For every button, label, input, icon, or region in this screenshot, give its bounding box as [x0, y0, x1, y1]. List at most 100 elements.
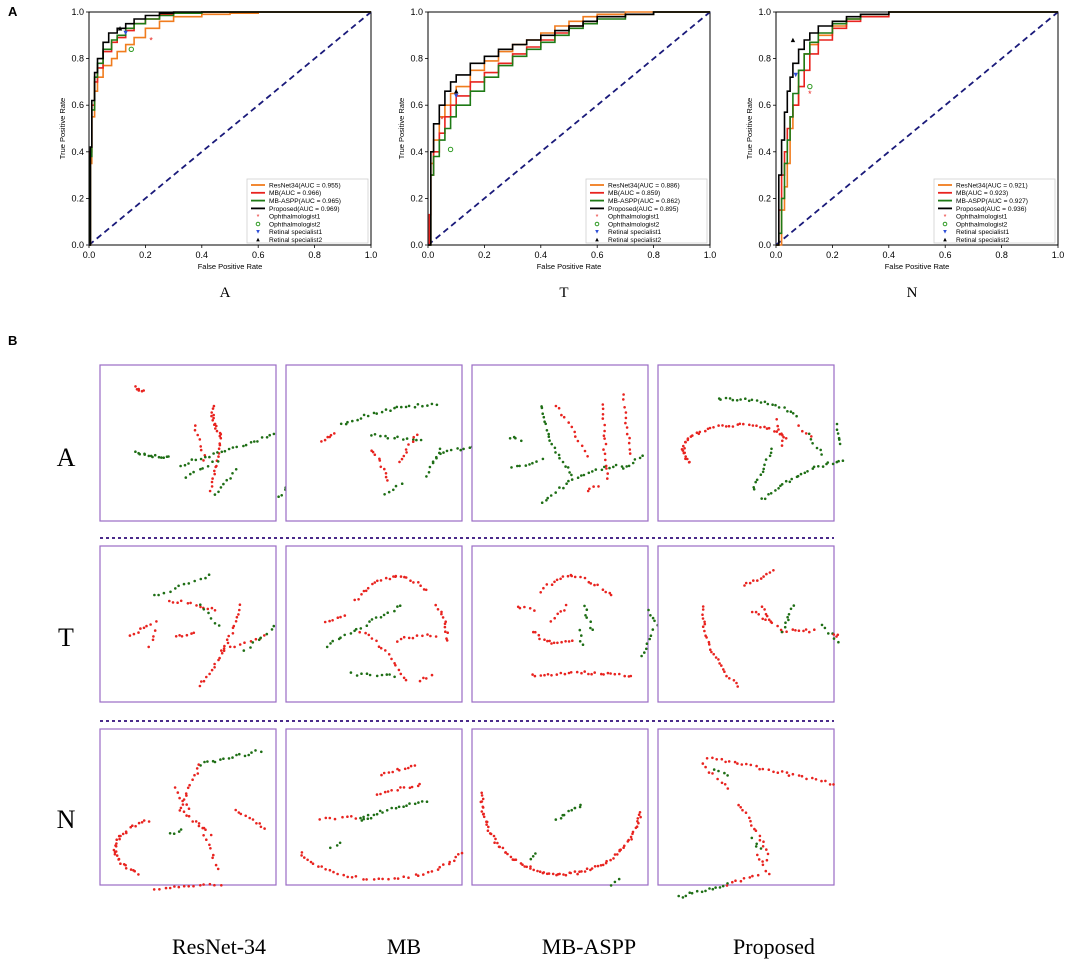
embedding-point	[838, 438, 841, 441]
embedding-point	[456, 447, 459, 450]
embedding-point	[215, 424, 218, 428]
legend-marker	[943, 237, 947, 242]
embedding-point	[769, 492, 773, 495]
embedding-point	[407, 766, 410, 770]
embedding-point	[300, 851, 304, 854]
embedding-point	[523, 605, 526, 609]
embedding-point	[604, 458, 607, 462]
embedding-point	[376, 579, 379, 583]
scatter-cell-n-resnet34	[99, 728, 277, 891]
embedding-point	[137, 631, 140, 634]
scatter-cell-a-proposed	[657, 364, 845, 522]
embedding-point	[625, 426, 629, 429]
embedding-point	[220, 884, 223, 887]
embedding-point	[563, 609, 566, 612]
embedding-point	[618, 672, 621, 676]
embedding-point	[726, 774, 729, 777]
embedding-point	[186, 602, 190, 605]
legend-marker	[595, 230, 599, 234]
embedding-point	[580, 870, 583, 873]
embedding-point	[496, 841, 499, 845]
cell-frame	[285, 728, 463, 886]
embedding-point	[394, 574, 398, 578]
embedding-point	[749, 819, 752, 823]
y-tick-label: 0.2	[410, 193, 423, 203]
embedding-point	[724, 425, 728, 428]
embedding-point	[580, 671, 583, 675]
legend-entry: MB-ASPP(AUC = 0.862)	[608, 198, 680, 205]
embedding-point	[785, 630, 788, 633]
embedding-point	[764, 612, 768, 616]
embedding-point	[379, 646, 383, 650]
embedding-point	[533, 609, 536, 612]
embedding-point	[708, 426, 712, 430]
embedding-point	[680, 448, 684, 451]
embedding-point	[811, 442, 814, 445]
embedding-point	[375, 639, 378, 643]
embedding-point	[228, 645, 232, 649]
embedding-point	[564, 640, 567, 643]
embedding-point	[770, 621, 774, 625]
embedding-point	[402, 438, 405, 441]
embedding-point	[435, 403, 439, 407]
cell-frame	[471, 545, 649, 703]
embedding-point	[578, 805, 582, 809]
embedding-point	[415, 634, 419, 637]
embedding-point	[787, 618, 790, 622]
embedding-point	[443, 622, 447, 626]
embedding-point	[405, 437, 409, 440]
cell-frame	[657, 728, 835, 886]
embedding-point	[357, 598, 360, 601]
embedding-point	[393, 406, 396, 410]
embedding-point	[178, 634, 181, 637]
embedding-point	[364, 631, 367, 635]
embedding-point	[219, 486, 223, 489]
embedding-point	[359, 627, 363, 630]
embedding-point	[343, 614, 347, 617]
embedding-point	[528, 607, 532, 610]
embedding-point	[168, 886, 172, 890]
embedding-point	[625, 465, 628, 468]
embedding-point	[213, 883, 216, 887]
embedding-point	[365, 878, 368, 881]
embedding-point	[779, 484, 782, 488]
embedding-point	[820, 623, 824, 627]
embedding-point	[711, 756, 714, 760]
embedding-point	[396, 435, 399, 439]
roc-curve	[428, 11, 710, 246]
embedding-point	[219, 758, 222, 761]
embedding-point	[508, 437, 512, 440]
embedding-point	[545, 429, 549, 432]
embedding-point	[687, 461, 691, 464]
embedding-point	[256, 440, 259, 443]
embedding-point	[744, 397, 747, 401]
embedding-point	[755, 478, 759, 482]
embedding-point	[520, 439, 523, 443]
embedding-point	[384, 472, 388, 475]
embedding-point	[412, 435, 416, 439]
embedding-point	[119, 834, 122, 838]
embedding-point	[799, 472, 803, 476]
embedding-point	[758, 767, 761, 771]
column-label-resnet34: ResNet-34	[172, 934, 266, 959]
embedding-point	[714, 886, 717, 889]
embedding-point	[339, 615, 342, 619]
legend-entry: MB(AUC = 0.923)	[956, 190, 1008, 197]
embedding-point	[194, 424, 197, 427]
embedding-point	[772, 569, 775, 572]
embedding-point	[529, 867, 532, 870]
embedding-point	[604, 861, 608, 865]
embedding-point	[723, 670, 726, 673]
embedding-point	[602, 434, 606, 438]
embedding-point	[780, 432, 783, 436]
embedding-point	[197, 822, 201, 825]
embedding-point	[157, 455, 161, 459]
embedding-point	[651, 616, 655, 620]
embedding-point	[137, 873, 140, 876]
embedding-point	[767, 618, 771, 621]
legend-box	[933, 178, 1056, 244]
embedding-point	[766, 402, 770, 406]
embedding-point	[506, 852, 509, 856]
embedding-point	[265, 436, 269, 439]
embedding-point	[773, 430, 776, 433]
